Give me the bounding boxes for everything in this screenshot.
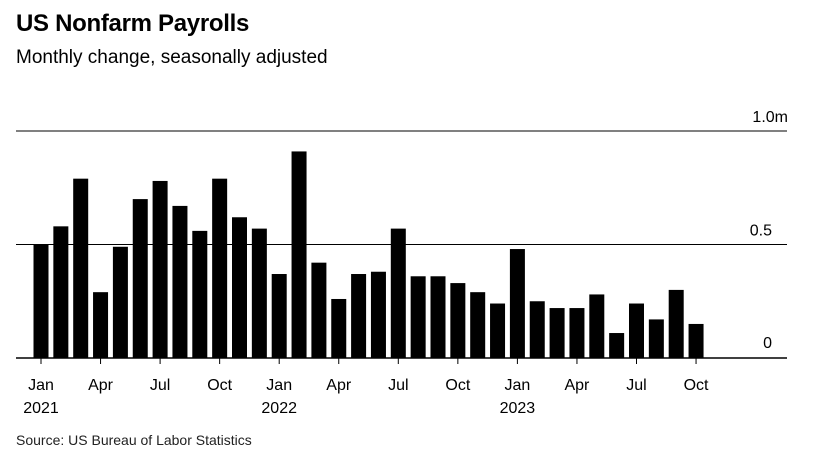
- bars: [33, 151, 704, 358]
- bar: [192, 230, 208, 358]
- bar: [370, 271, 386, 358]
- bar: [53, 226, 69, 358]
- y-tick-label: 1.0m: [752, 109, 788, 126]
- bar: [132, 199, 148, 358]
- bar: [311, 262, 327, 358]
- bar: [609, 333, 625, 358]
- bar: [251, 228, 267, 358]
- x-tick-label: Oct: [445, 377, 470, 394]
- x-tick-label: Jul: [388, 377, 408, 394]
- x-year-label: 2021: [23, 400, 59, 417]
- gridlines: [16, 130, 787, 245]
- x-tick-label: Jan: [28, 377, 54, 394]
- x-year-label: 2023: [500, 400, 536, 417]
- x-tick-label: Jul: [150, 377, 170, 394]
- bar: [73, 178, 89, 358]
- bar: [529, 301, 545, 358]
- bar: [490, 303, 506, 358]
- bar: [291, 151, 307, 358]
- x-tick-label: Apr: [326, 377, 352, 394]
- bar: [668, 289, 684, 358]
- bar: [271, 274, 287, 358]
- bar: [629, 303, 644, 358]
- y-tick-label: 0.5: [750, 223, 772, 240]
- bar: [569, 308, 585, 358]
- bar: [212, 178, 228, 358]
- bar: [589, 294, 605, 358]
- x-tick-label: Apr: [88, 377, 114, 394]
- x-tick-label: Apr: [564, 377, 590, 394]
- bar: [688, 323, 704, 358]
- bar: [152, 180, 168, 358]
- bar: [33, 244, 49, 358]
- x-tick-label: Jan: [266, 377, 292, 394]
- chart-title: US Nonfarm Payrolls: [16, 10, 250, 37]
- bar: [172, 205, 188, 358]
- source-note: Source: US Bureau of Labor Statistics: [16, 432, 252, 448]
- bar: [410, 276, 426, 358]
- x-tick-label: Oct: [684, 377, 709, 394]
- bar: [93, 292, 109, 358]
- bar: [232, 217, 247, 358]
- chart-subtitle: Monthly change, seasonally adjusted: [16, 47, 328, 68]
- bar: [648, 319, 664, 358]
- y-axis-labels: 0 0.5 1.0m: [750, 109, 788, 352]
- x-axis-labels: Jan 2021 Apr Jul Oct Jan 2022 Apr Jul Oct Jan 2023 A…: [23, 358, 709, 417]
- bar: [450, 283, 466, 358]
- bar: [112, 246, 128, 358]
- bar: [390, 228, 406, 358]
- bar: [430, 276, 446, 358]
- y-tick-label: 0: [763, 335, 772, 352]
- bar: [509, 249, 525, 358]
- x-tick-label: Jul: [626, 377, 646, 394]
- bar: [549, 308, 565, 358]
- x-tick-label: Oct: [207, 377, 232, 394]
- bar: [351, 274, 367, 358]
- x-year-label: 2022: [261, 400, 297, 417]
- bar: [331, 298, 347, 358]
- x-tick-label: Jan: [505, 377, 531, 394]
- bar: [470, 292, 486, 358]
